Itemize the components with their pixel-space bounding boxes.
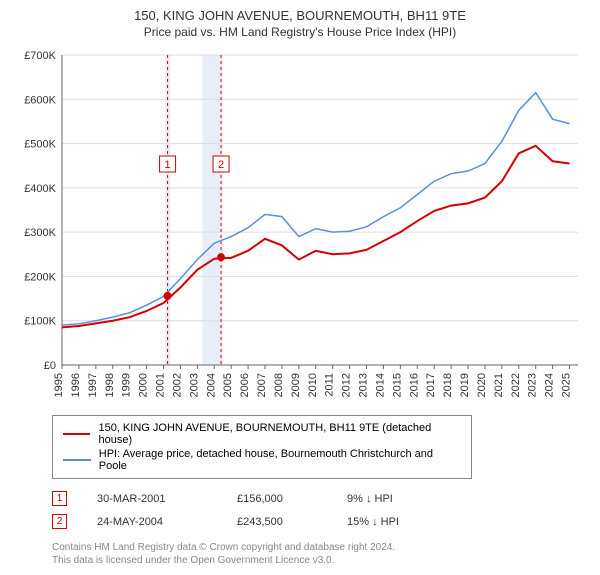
attribution-line2: This data is licensed under the Open Gov…: [52, 554, 588, 567]
svg-text:£0: £0: [44, 360, 56, 372]
price-chart: £0 £100K £200K £300K £400K £500K £600K £700K 199…: [12, 45, 588, 405]
legend-item: HPI: Average price, detached house, Bour…: [63, 447, 461, 473]
transaction-delta: 15% ↓ HPI: [347, 516, 399, 528]
svg-text:£600K: £600K: [24, 94, 56, 106]
svg-text:2011: 2011: [324, 373, 336, 397]
transaction-delta: 9% ↓ HPI: [347, 493, 393, 505]
svg-text:2: 2: [218, 159, 224, 171]
transaction-date: 24-MAY-2004: [97, 516, 207, 528]
legend-item: 150, KING JOHN AVENUE, BOURNEMOUTH, BH11…: [63, 421, 461, 447]
legend-label: HPI: Average price, detached house, Bour…: [99, 448, 461, 472]
svg-text:2024: 2024: [544, 373, 556, 397]
svg-text:2012: 2012: [341, 373, 353, 397]
svg-text:2000: 2000: [138, 373, 150, 397]
svg-text:2022: 2022: [510, 373, 522, 397]
transactions-table: 1 30-MAR-2001 £156,000 9% ↓ HPI 2 24-MAY-2004…: [52, 487, 588, 533]
svg-text:2023: 2023: [527, 373, 539, 397]
svg-text:2008: 2008: [273, 373, 285, 397]
attribution: Contains HM Land Registry data © Crown c…: [52, 541, 588, 567]
svg-text:2019: 2019: [459, 373, 471, 397]
svg-text:2002: 2002: [171, 373, 183, 397]
page-subtitle: Price paid vs. HM Land Registry's House …: [12, 25, 588, 39]
svg-text:1995: 1995: [53, 373, 65, 397]
svg-text:2025: 2025: [561, 373, 573, 397]
svg-text:2016: 2016: [408, 373, 420, 397]
transaction-row: 2 24-MAY-2004 £243,500 15% ↓ HPI: [52, 510, 588, 533]
svg-text:2006: 2006: [239, 373, 251, 397]
transaction-marker: 1: [52, 491, 67, 506]
svg-text:2010: 2010: [307, 373, 319, 397]
svg-text:2003: 2003: [188, 373, 200, 397]
svg-text:2004: 2004: [205, 373, 217, 397]
svg-text:1996: 1996: [70, 373, 82, 397]
legend-swatch: [63, 459, 91, 461]
svg-text:1: 1: [165, 159, 171, 171]
transaction-price: £156,000: [237, 493, 317, 505]
transaction-price: £243,500: [237, 516, 317, 528]
svg-text:2020: 2020: [476, 373, 488, 397]
svg-text:2013: 2013: [358, 373, 370, 397]
svg-text:1999: 1999: [121, 373, 133, 397]
svg-text:£500K: £500K: [24, 139, 56, 151]
transaction-date: 30-MAR-2001: [97, 493, 207, 505]
svg-text:2017: 2017: [425, 373, 437, 397]
svg-text:£400K: £400K: [24, 183, 56, 195]
transaction-row: 1 30-MAR-2001 £156,000 9% ↓ HPI: [52, 487, 588, 510]
attribution-line1: Contains HM Land Registry data © Crown c…: [52, 541, 588, 554]
page-title: 150, KING JOHN AVENUE, BOURNEMOUTH, BH11…: [12, 8, 588, 23]
svg-text:£700K: £700K: [24, 50, 56, 62]
svg-text:2001: 2001: [155, 373, 167, 397]
legend-label: 150, KING JOHN AVENUE, BOURNEMOUTH, BH11…: [98, 422, 461, 446]
legend: 150, KING JOHN AVENUE, BOURNEMOUTH, BH11…: [52, 415, 472, 479]
svg-text:2005: 2005: [222, 373, 234, 397]
svg-text:2009: 2009: [290, 373, 302, 397]
svg-text:1998: 1998: [104, 373, 116, 397]
legend-swatch: [63, 433, 90, 435]
svg-text:£300K: £300K: [24, 227, 56, 239]
transaction-marker: 2: [52, 514, 67, 529]
svg-text:£200K: £200K: [24, 271, 56, 283]
svg-text:2007: 2007: [256, 373, 268, 397]
svg-text:2015: 2015: [391, 373, 403, 397]
svg-text:£100K: £100K: [24, 316, 56, 328]
svg-text:1997: 1997: [87, 373, 99, 397]
svg-text:2021: 2021: [493, 373, 505, 397]
svg-text:2014: 2014: [374, 373, 386, 397]
svg-text:2018: 2018: [442, 373, 454, 397]
